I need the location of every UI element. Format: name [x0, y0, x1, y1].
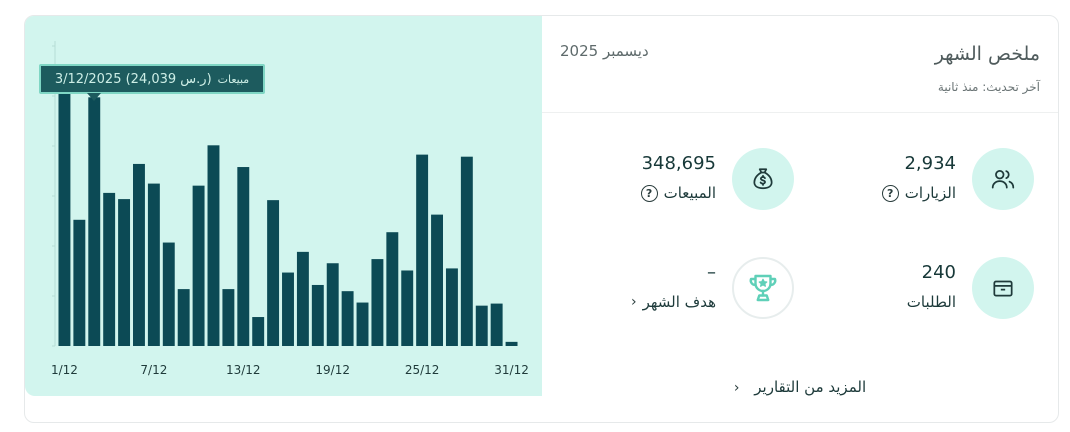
chart-bar-16-12[interactable]	[282, 272, 294, 346]
x-tick-label: 7/12	[140, 363, 167, 377]
stat-visits: 2,934 الزيارات ?	[794, 148, 1034, 218]
x-tick-label: 31/12	[494, 363, 529, 377]
tooltip-label: مبيعات	[217, 72, 250, 86]
chart-bar-11-12[interactable]	[207, 145, 220, 346]
stat-goal[interactable]: – هدف الشهر ‹	[554, 257, 794, 327]
x-tick-label: 13/12	[226, 363, 261, 377]
tooltip-value: 3/12/2025 (24,039 ر.س)	[54, 71, 212, 87]
sales-label: المبيعات	[663, 184, 716, 202]
more-reports-label: المزيد من التقارير	[754, 378, 867, 396]
users-icon	[972, 148, 1034, 210]
chart-bar-5-12[interactable]	[118, 199, 131, 346]
chevron-left-icon: ‹	[630, 294, 637, 310]
chart-bar-30-12[interactable]	[490, 303, 503, 346]
visits-label: الزيارات	[904, 184, 956, 202]
visits-label-row: الزيارات ?	[881, 184, 956, 202]
monthly-summary-card: 1/12 7/12 13/12 19/12 25/12 31/12 مبيعات 3/12…	[24, 15, 1059, 423]
trophy-icon	[732, 257, 794, 319]
tooltip-arrow	[87, 93, 101, 101]
orders-label: الطلبات	[906, 293, 956, 311]
month-label: ديسمبر 2025	[560, 42, 649, 60]
help-icon[interactable]: ?	[881, 184, 899, 202]
chart-bar-17-12[interactable]	[296, 251, 309, 346]
chart-bar-12-12[interactable]	[222, 289, 235, 346]
chart-bar-25-12[interactable]	[416, 154, 429, 346]
chart-bar-26-12[interactable]	[431, 214, 443, 346]
sales-label-row: المبيعات ?	[640, 184, 716, 202]
chart-bar-8-12[interactable]	[162, 242, 175, 346]
chart-bar-22-12[interactable]	[371, 259, 384, 346]
goal-value: –	[707, 262, 716, 283]
chart-bar-3-12[interactable]	[88, 97, 101, 347]
chart-bar-21-12[interactable]	[356, 302, 369, 346]
chart-bar-10-12[interactable]	[192, 185, 205, 346]
sales-chart-panel: 1/12 7/12 13/12 19/12 25/12 31/12 مبيعات 3/12…	[25, 16, 542, 396]
chart-bar-31-12[interactable]	[505, 341, 518, 346]
summary-title: ملخص الشهر	[934, 43, 1040, 65]
x-tick-label: 25/12	[405, 363, 440, 377]
chart-bar-20-12[interactable]	[341, 291, 354, 346]
goal-label-row[interactable]: هدف الشهر ‹	[631, 293, 716, 311]
header-divider	[542, 112, 1058, 113]
orders-label-row: الطلبات	[907, 293, 956, 311]
chart-bar-15-12[interactable]	[267, 200, 280, 346]
chart-bar-27-12[interactable]	[445, 268, 458, 346]
x-tick-label: 19/12	[315, 363, 350, 377]
chart-bar-19-12[interactable]	[326, 263, 339, 346]
goal-label: هدف الشهر	[642, 293, 716, 311]
chart-bar-24-12[interactable]	[401, 270, 414, 346]
chart-bar-6-12[interactable]	[133, 163, 145, 346]
sales-value: 348,695	[641, 153, 716, 174]
chart-bar-14-12[interactable]	[252, 317, 265, 346]
chart-bar-18-12[interactable]	[311, 284, 324, 346]
chart-bar-23-12[interactable]	[386, 232, 399, 346]
visits-value: 2,934	[904, 153, 956, 174]
orders-value: 240	[921, 262, 956, 283]
money-bag-icon	[732, 148, 794, 210]
chart-bar-2-12[interactable]	[73, 219, 86, 346]
stat-sales: 348,695 المبيعات ?	[554, 148, 794, 218]
stat-orders: 240 الطلبات	[794, 257, 1034, 327]
chart-bar-9-12[interactable]	[177, 289, 190, 346]
chart-bar-29-12[interactable]	[475, 305, 488, 346]
x-tick-label: 1/12	[51, 363, 78, 377]
chart-bar-28-12[interactable]	[460, 156, 473, 346]
chevron-left-icon: ‹	[733, 380, 740, 396]
more-reports-link[interactable]: المزيد من التقارير ‹	[542, 378, 1058, 396]
chart-tooltip: مبيعات 3/12/2025 (24,039 ر.س)	[39, 64, 265, 101]
box-icon	[972, 257, 1034, 319]
help-icon[interactable]: ?	[640, 184, 658, 202]
chart-bar-1-12[interactable]	[58, 92, 71, 346]
chart-bar-13-12[interactable]	[237, 167, 250, 346]
summary-panel: ملخص الشهر ديسمبر 2025 آخر تحديث: منذ ثا…	[542, 16, 1058, 422]
chart-bar-7-12[interactable]	[147, 183, 160, 346]
sales-bar-chart: 1/12 7/12 13/12 19/12 25/12 31/12	[51, 41, 529, 377]
last-updated: آخر تحديث: منذ ثانية	[937, 80, 1040, 94]
chart-bar-4-12[interactable]	[103, 192, 116, 346]
